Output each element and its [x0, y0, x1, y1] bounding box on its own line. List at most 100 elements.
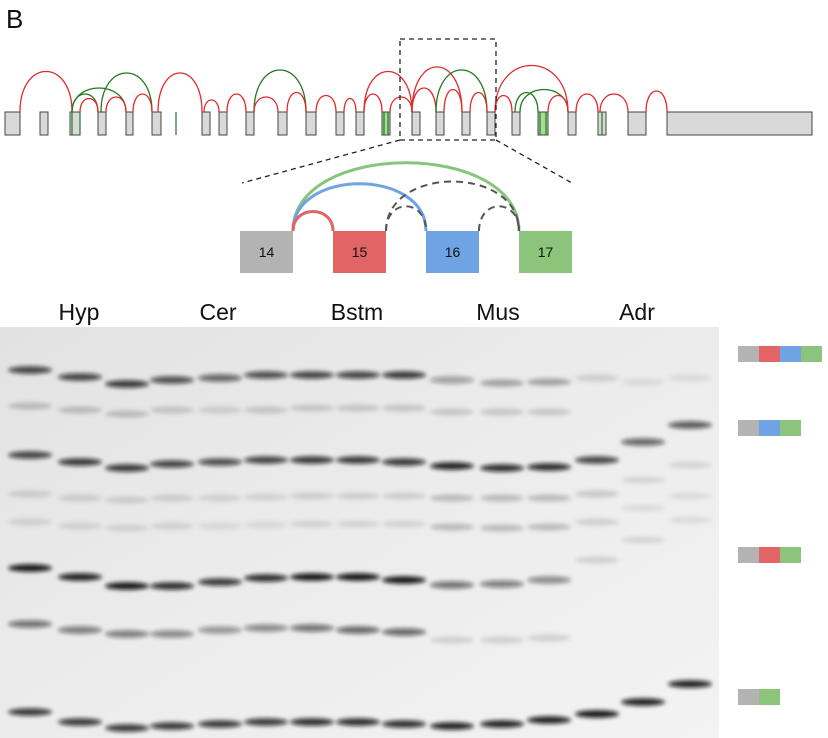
gel-band	[382, 492, 426, 500]
gel-band	[575, 374, 619, 382]
gel-band	[621, 504, 665, 512]
gel-band	[382, 404, 426, 412]
gel-band	[382, 576, 426, 584]
gel-band	[290, 404, 334, 412]
gene-exon	[666, 111, 813, 136]
splice-junction-arc	[132, 93, 153, 113]
gel-band	[668, 461, 712, 469]
gene-exon	[435, 111, 445, 136]
gel-band	[290, 492, 334, 500]
zoom-guides	[241, 38, 573, 184]
legend-segment-red	[759, 346, 780, 362]
zoom-line-left	[241, 139, 401, 184]
gel-band	[150, 582, 194, 590]
splice-junction-arc	[363, 71, 413, 113]
splice-junction-arc	[253, 69, 307, 113]
gel-band	[58, 522, 102, 530]
lane-label-adr: Adr	[619, 299, 655, 325]
gel-band	[621, 536, 665, 544]
gel-band	[336, 520, 380, 528]
zoom-exon-17	[519, 231, 572, 273]
gel-band	[575, 556, 619, 564]
gel-band	[244, 574, 288, 582]
zoom-exon-14	[240, 231, 293, 273]
gel-band	[290, 371, 334, 379]
gel-band	[198, 458, 242, 466]
zoom-line-right	[495, 139, 573, 184]
lane-label-hyp: Hyp	[59, 299, 100, 325]
splice-junction-arc	[443, 89, 463, 113]
gel-band	[58, 373, 102, 381]
gene-exon	[411, 111, 421, 136]
gel-band	[480, 408, 524, 416]
gel-band	[198, 374, 242, 382]
gel-band	[336, 626, 380, 634]
splice-junction-arc	[469, 92, 488, 113]
gel-band	[244, 718, 288, 726]
gel-band	[480, 720, 524, 728]
splice-junction-arc	[286, 92, 307, 113]
gel-band	[105, 724, 149, 732]
splice-junction-arc	[575, 93, 599, 113]
gene-exon	[245, 111, 255, 136]
gel-band	[105, 410, 149, 418]
gel-band	[290, 573, 334, 581]
gel-image	[0, 327, 719, 738]
gel-band	[290, 456, 334, 464]
gel-band	[198, 406, 242, 414]
gel-band	[575, 518, 619, 526]
gene-exon	[537, 111, 549, 136]
gel-band	[336, 492, 380, 500]
gene-exon	[381, 111, 391, 136]
isoform-legend	[738, 346, 822, 705]
splice-junction-arc	[514, 92, 539, 113]
zoom-exon-label: 17	[538, 244, 554, 260]
splice-junction-arc	[343, 97, 357, 113]
gel-band	[668, 516, 712, 524]
gel-band	[58, 573, 102, 581]
gel-band	[480, 636, 524, 644]
gel-band	[198, 578, 242, 586]
gel-band	[621, 438, 665, 446]
gel-band	[150, 406, 194, 414]
splice-junction-arc	[253, 96, 279, 113]
splice-junction-arc	[157, 72, 203, 113]
legend-segment-green	[780, 420, 801, 436]
gel-band	[150, 630, 194, 638]
gel-band	[105, 582, 149, 590]
skipped-junction-arc	[385, 205, 427, 232]
gel-band	[480, 379, 524, 387]
gene-exon	[305, 111, 317, 136]
isoform-14-15-17	[738, 547, 801, 563]
gel-band	[480, 580, 524, 588]
splice-junction-arc	[494, 65, 569, 113]
gel-band	[480, 494, 524, 502]
lane-label-mus: Mus	[476, 299, 519, 325]
gel-band	[198, 626, 242, 634]
gel-band	[430, 408, 474, 416]
gel-band	[105, 464, 149, 472]
gel-band	[198, 522, 242, 530]
gel-band	[336, 371, 380, 379]
gel-band	[58, 718, 102, 726]
legend-segment-gray	[738, 689, 759, 705]
gel-background	[0, 327, 719, 738]
gel-band	[58, 626, 102, 634]
gel-band	[290, 718, 334, 726]
isoform-14-16-17	[738, 420, 801, 436]
gene-exon	[4, 111, 21, 136]
gel-band	[336, 456, 380, 464]
gel-band	[668, 421, 712, 429]
splice-junction-arc	[315, 94, 337, 113]
zoom-exon-label: 15	[352, 244, 368, 260]
gel-band	[382, 371, 426, 379]
gene-exon	[461, 111, 471, 136]
gel-band	[58, 494, 102, 502]
gene-exon	[201, 111, 211, 136]
gel-band	[575, 490, 619, 498]
legend-segment-red	[759, 547, 780, 563]
gel-band	[527, 523, 571, 531]
gel-band	[244, 493, 288, 501]
gene-exon	[355, 111, 365, 136]
gel-band	[668, 680, 712, 688]
